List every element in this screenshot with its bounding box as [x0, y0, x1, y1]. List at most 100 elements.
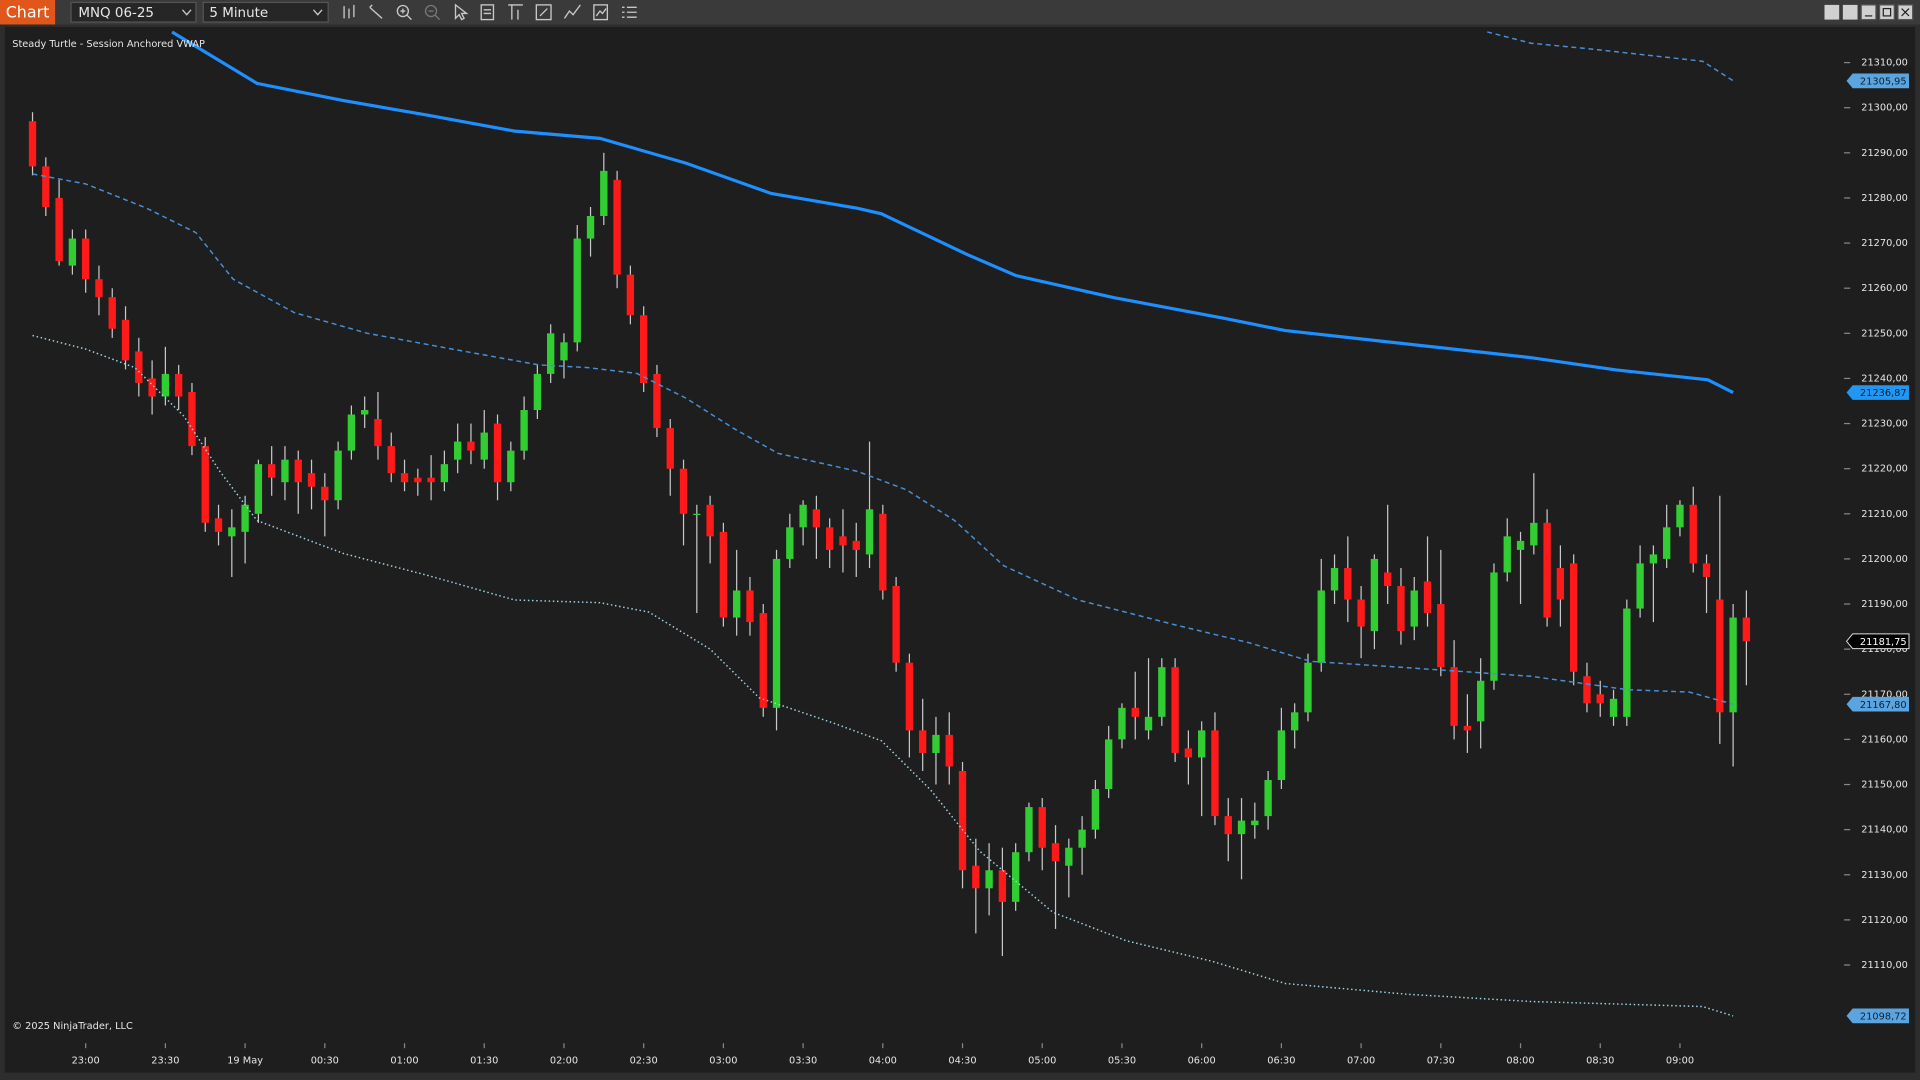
candle-body: [1384, 572, 1392, 586]
candle-body: [1118, 707, 1126, 740]
draw-icon[interactable]: [369, 4, 383, 19]
candle-body: [294, 459, 302, 483]
candle-body: [1144, 716, 1153, 731]
price-marker: [1846, 385, 1909, 400]
candle-body: [640, 315, 648, 383]
x-tick-label: 08:30: [1586, 1055, 1614, 1066]
x-tick-label: 05:00: [1028, 1055, 1056, 1066]
candle-body: [188, 391, 196, 447]
candle-body: [799, 504, 807, 528]
candle-body: [1291, 712, 1299, 731]
x-tick-label: 06:30: [1267, 1055, 1295, 1066]
candle-body: [865, 509, 874, 555]
data-box-icon[interactable]: [480, 4, 495, 21]
indicator-line: [171, 30, 1734, 394]
minimize-button[interactable]: [1860, 4, 1877, 21]
candle-body: [1490, 572, 1498, 681]
candle-body: [1330, 567, 1339, 591]
chart-panel: [4, 26, 1916, 1073]
instrument-dropdown[interactable]: [70, 1, 197, 23]
candle-body: [1623, 608, 1631, 717]
candle-body: [1530, 522, 1538, 546]
candle-body: [1198, 730, 1206, 758]
indicator-line: [32, 334, 1734, 1017]
candle-body: [958, 770, 967, 871]
candle-body: [998, 870, 1007, 902]
candle-body: [693, 513, 701, 516]
candle-body: [1503, 536, 1511, 573]
x-tick-label: 03:30: [789, 1055, 817, 1066]
y-tick-label: 21110,00: [1861, 960, 1908, 971]
x-tick-label: 23:00: [72, 1055, 100, 1066]
x-tick-label: 06:00: [1188, 1055, 1216, 1066]
candle-body: [1158, 667, 1166, 717]
x-tick-label: 03:00: [709, 1055, 737, 1066]
chart-tab[interactable]: [0, 0, 56, 25]
candle-body: [1716, 599, 1724, 713]
x-tick-label: 00:30: [311, 1055, 339, 1066]
properties-icon[interactable]: [622, 6, 637, 18]
candle-body: [400, 473, 409, 483]
candle-body: [347, 414, 356, 451]
candle-body: [932, 734, 940, 753]
tile-button[interactable]: [1842, 4, 1858, 20]
bar-type-icon[interactable]: [343, 4, 355, 19]
y-tick-label: 21270,00: [1861, 238, 1908, 249]
candle-body: [161, 373, 170, 397]
candle-body: [1742, 617, 1751, 642]
candle-body: [666, 428, 674, 469]
dropdown-arrow: [312, 9, 323, 16]
price-marker-label: 21305,95: [1860, 76, 1907, 87]
candle-body: [1437, 604, 1445, 668]
candle-body: [1636, 563, 1644, 609]
scale-icon[interactable]: [535, 4, 552, 21]
candle-body: [1689, 504, 1697, 564]
candle-body: [733, 590, 741, 618]
price-marker-label: 21167,80: [1860, 700, 1907, 711]
candle-body: [1344, 567, 1352, 600]
candle-body: [1105, 739, 1113, 790]
candle-body: [1317, 590, 1325, 663]
zoom-out-icon[interactable]: [424, 4, 441, 21]
candle-body: [121, 319, 130, 361]
candle-body: [1370, 558, 1379, 632]
price-marker: [1846, 73, 1909, 89]
price-marker-label: 21098,72: [1860, 1012, 1907, 1023]
dropdown-arrow: [181, 9, 192, 16]
candle-body: [852, 540, 860, 550]
zoom-in-icon[interactable]: [396, 4, 412, 21]
candle-body: [1078, 829, 1086, 848]
candle-body: [1423, 581, 1432, 614]
candle-body: [1397, 585, 1405, 632]
indicator-icon[interactable]: [593, 4, 609, 21]
maximize-button[interactable]: [1878, 4, 1895, 21]
strategy-icon[interactable]: [563, 4, 581, 19]
candle-body: [55, 197, 63, 262]
instrument-label: MNQ 06-25: [78, 6, 154, 21]
candle-body: [1663, 527, 1671, 559]
tile-button[interactable]: [1824, 4, 1840, 20]
x-tick-label: 02:00: [550, 1055, 578, 1066]
candle-body: [905, 662, 914, 731]
candle-body: [440, 464, 449, 483]
candle-body: [786, 527, 794, 559]
candle-body: [1277, 730, 1286, 781]
candle-body: [374, 419, 382, 447]
candle-body: [68, 238, 77, 266]
x-tick-label: 05:30: [1108, 1055, 1136, 1066]
candle-body: [148, 378, 156, 397]
pointer-icon[interactable]: [454, 3, 469, 21]
candle-body: [214, 518, 223, 532]
interval-dropdown[interactable]: [202, 1, 329, 23]
candle-body: [533, 373, 542, 411]
candle-body: [1570, 563, 1578, 672]
candle-body: [1477, 680, 1485, 722]
template-icon[interactable]: [508, 4, 523, 20]
x-tick-label: 01:30: [470, 1055, 498, 1066]
candle-body: [826, 527, 834, 550]
candle-body: [759, 613, 767, 708]
candle-body: [613, 179, 621, 275]
candle-body: [653, 373, 661, 429]
candle-body: [414, 477, 422, 483]
